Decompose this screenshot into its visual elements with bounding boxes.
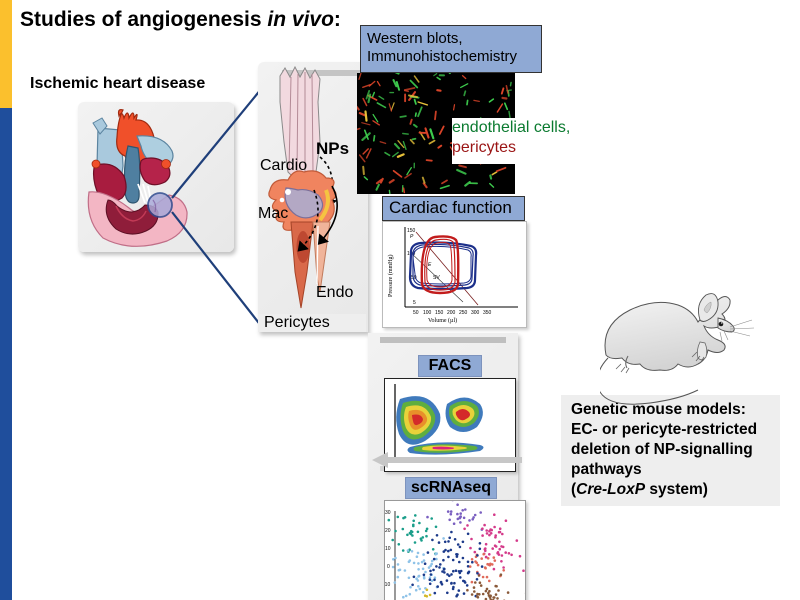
svg-text:20: 20 [385,528,391,534]
svg-text:200: 200 [447,310,456,316]
svg-text:Pressure (mmHg): Pressure (mmHg) [387,255,394,298]
svg-text:30: 30 [385,510,391,516]
svg-text:Mac: Mac [258,205,288,222]
svg-text:10: 10 [385,546,391,552]
svg-text:100: 100 [423,310,432,316]
svg-text:Volume (µl): Volume (µl) [428,317,457,324]
svg-text:150: 150 [435,310,444,316]
svg-text:250: 250 [459,310,468,316]
svg-text:0: 0 [387,564,390,570]
svg-text:300: 300 [471,310,480,316]
svg-text:5: 5 [413,300,416,306]
svg-text:NPs: NPs [316,139,349,158]
svg-text:SV: SV [433,275,440,281]
svg-text:E: E [428,262,432,268]
svg-text:P: P [410,234,414,240]
svg-text:350: 350 [483,310,492,316]
svg-text:Endo: Endo [316,284,353,301]
svg-text:50: 50 [413,310,419,316]
svg-text:-10: -10 [385,582,390,588]
